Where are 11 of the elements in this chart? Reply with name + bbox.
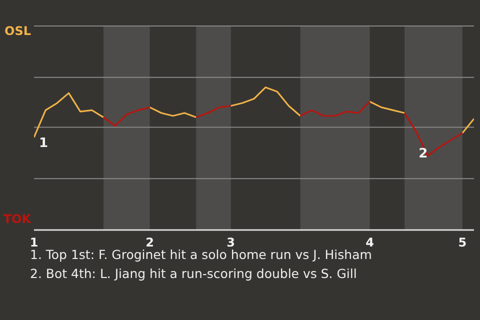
text: OSL — [4, 24, 31, 38]
x-tick-label: 2 — [146, 236, 154, 250]
text: TOK — [3, 212, 31, 226]
x-tick-label: 3 — [226, 236, 236, 250]
text: 1. Top 1st: F. Groginet hit a solo home run vs J. Hisham — [30, 247, 372, 264]
x-tick-label: 4 — [366, 236, 374, 250]
x-tick-label: 1 — [30, 236, 38, 250]
x-tick-label: 5 — [458, 236, 467, 250]
annotation: 2 — [418, 146, 428, 162]
annotation: 1 — [39, 136, 48, 151]
text: 2. Bot 4th: L. Jiang hit a run-scoring double vs S. Gill — [30, 265, 358, 283]
